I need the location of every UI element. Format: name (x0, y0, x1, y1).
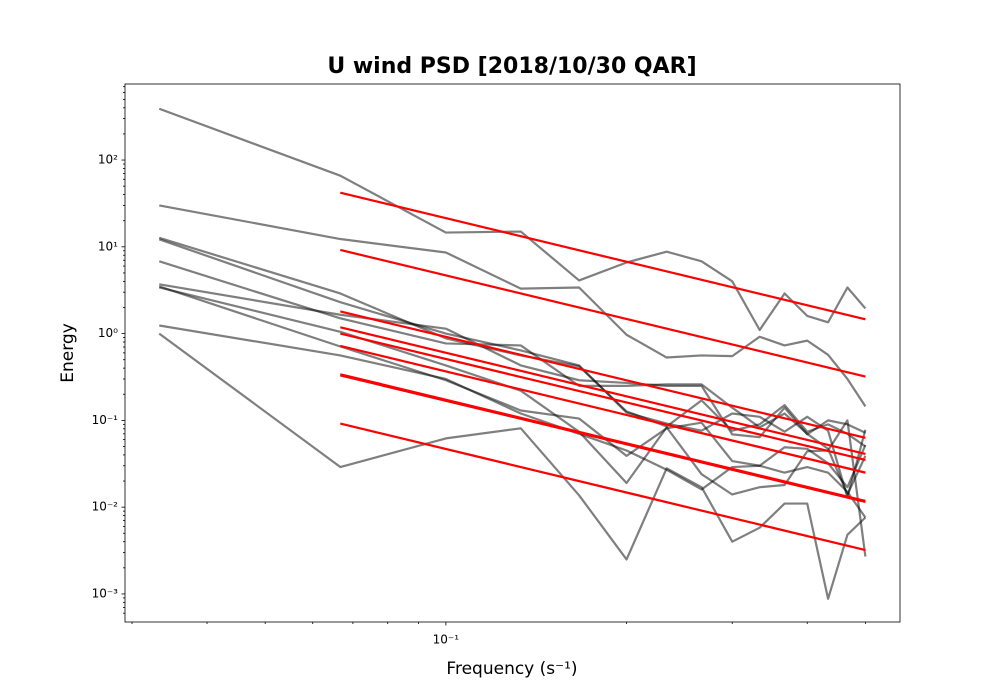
series-line (158, 332, 867, 600)
series-line (159, 283, 866, 439)
y-tick-label: 10⁻¹ (92, 413, 119, 427)
series-line (340, 248, 866, 378)
series-line (158, 286, 867, 557)
series-line (340, 332, 866, 462)
x-axis-label: Frequency (s⁻¹) (446, 659, 577, 679)
series-line (159, 204, 867, 407)
plot-area (158, 107, 867, 600)
y-tick-label: 10⁻³ (92, 586, 119, 600)
chart-title: U wind PSD [2018/10/30 QAR] (327, 54, 696, 79)
y-tick-label: 10² (98, 153, 118, 167)
y-tick-label: 10⁻² (92, 500, 119, 514)
series-line (340, 326, 866, 456)
series-line (340, 374, 866, 503)
y-tick-label: 10¹ (98, 239, 118, 253)
series-line (340, 344, 866, 474)
x-tick-label: 10⁻¹ (433, 633, 460, 647)
series-line (158, 107, 867, 332)
series-line (159, 324, 867, 519)
series-line (340, 191, 866, 321)
y-tick-label: 10⁰ (98, 326, 118, 340)
series-line (340, 422, 866, 552)
y-axis-label: Energy (58, 323, 78, 383)
series-line (340, 310, 866, 439)
